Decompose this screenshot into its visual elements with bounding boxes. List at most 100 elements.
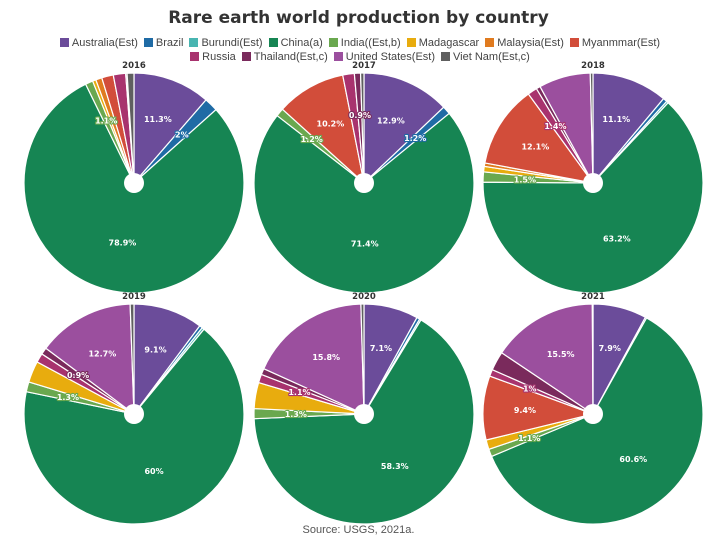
slice-label: 63.2% bbox=[603, 235, 631, 244]
legend-swatch bbox=[190, 52, 200, 61]
slice-label: 1.1% bbox=[518, 434, 540, 443]
source-note: Source: USGS, 2021a. bbox=[302, 524, 415, 536]
pie-chart-2016: 11.3%2% 78.9% 1.1% 2016 bbox=[23, 61, 245, 294]
legend-label: Viet Nam(Est,c) bbox=[453, 51, 530, 63]
pie-chart-2019: 9.1% 60% 1.3% 0.9% 12.7% 2019 bbox=[23, 292, 245, 525]
slice-label: 9.1% bbox=[144, 345, 166, 354]
legend: Australia(Est) Brazil Burundi(Est) China(a)… bbox=[40, 36, 680, 64]
slice-label: 15.8% bbox=[312, 353, 340, 362]
legend-item-viet-nam-est-c: Viet Nam(Est,c) bbox=[441, 50, 530, 64]
legend-label: Malaysia(Est) bbox=[497, 37, 564, 49]
slice-label: 71.4% bbox=[351, 239, 379, 248]
legend-label: Madagascar bbox=[418, 37, 480, 49]
legend-item-russia: Russia bbox=[190, 50, 236, 64]
slice-label: 9.4% bbox=[514, 406, 536, 415]
legend-label: Australia(Est) bbox=[71, 37, 138, 49]
slice-label: 12.1% bbox=[521, 143, 549, 152]
legend-swatch bbox=[59, 38, 69, 47]
pie-slice-china-a bbox=[23, 328, 245, 525]
slice-label: 12.7% bbox=[88, 350, 116, 359]
legend-item-china-a: China(a) bbox=[268, 36, 323, 50]
legend-item-myanmmar-est: Myanmmar(Est) bbox=[569, 36, 661, 50]
pie-center-hole bbox=[354, 404, 374, 424]
legend-item-madagascar: Madagascar bbox=[406, 36, 480, 50]
legend-item-brazil: Brazil bbox=[143, 36, 184, 50]
slice-label: 1.3% bbox=[57, 393, 79, 402]
slice-label: 10.2% bbox=[317, 120, 345, 129]
slice-label: 1.2% bbox=[301, 135, 323, 144]
pie-slice-australia-est bbox=[133, 72, 207, 185]
slice-label: 7.9% bbox=[599, 344, 621, 353]
legend-label: Russia bbox=[202, 51, 236, 63]
legend-swatch bbox=[143, 38, 153, 47]
pie-slice-viet-nam-est-c bbox=[591, 303, 594, 415]
slice-label: 1.1% bbox=[95, 117, 117, 126]
pie-year-label: 2021 bbox=[581, 292, 605, 302]
pie-chart-2018: 11.1% 63.2% 1.5% 12.1% 1.4% 2018 bbox=[482, 61, 704, 294]
legend-label: India((Est,b) bbox=[340, 37, 401, 49]
legend-label: Thailand(Est,c) bbox=[253, 51, 328, 63]
pie-center-hole bbox=[124, 173, 144, 193]
legend-label: Brazil bbox=[155, 37, 184, 49]
slice-label: 15.5% bbox=[547, 350, 575, 359]
legend-swatch bbox=[485, 38, 495, 47]
pie-slice-china-a bbox=[482, 101, 704, 294]
pie-slice-viet-nam-est-c bbox=[129, 303, 135, 415]
pie-chart-2017: 12.9% 1.2% 71.4% 1.2% 10.2% 0.9% 2017 bbox=[253, 61, 475, 294]
legend-label: China(a) bbox=[280, 37, 323, 49]
legend-label: United States(Est) bbox=[345, 51, 436, 63]
pie-year-label: 2018 bbox=[581, 61, 605, 71]
slice-label: 58.3% bbox=[381, 462, 409, 471]
legend-item-thailand-est-c: Thailand(Est,c) bbox=[241, 50, 328, 64]
pie-slice-myanmmar-est bbox=[484, 93, 595, 184]
pie-slice-united-states-est bbox=[500, 303, 594, 416]
slice-label: 78.9% bbox=[109, 238, 137, 247]
pie-year-label: 2020 bbox=[352, 292, 376, 302]
pie-center-hole bbox=[354, 173, 374, 193]
slice-label: 0.9% bbox=[349, 111, 371, 120]
pie-slice-australia-est bbox=[592, 72, 665, 185]
chart-title: Rare earth world production by country bbox=[168, 8, 549, 28]
slice-label: 7.1% bbox=[370, 344, 392, 353]
pie-center-hole bbox=[583, 173, 603, 193]
legend-item-malaysia-est: Malaysia(Est) bbox=[485, 36, 564, 50]
legend-swatch bbox=[328, 38, 338, 47]
slice-label: 12.9% bbox=[377, 116, 405, 125]
slice-label: 1.3% bbox=[285, 410, 307, 419]
slice-label: 2% bbox=[175, 130, 189, 139]
slice-label: 11.3% bbox=[144, 115, 172, 124]
pie-year-label: 2019 bbox=[122, 292, 146, 302]
pie-slice-united-states-est bbox=[262, 303, 365, 415]
legend-swatch bbox=[333, 52, 343, 61]
legend-item-united-states-est: United States(Est) bbox=[333, 50, 436, 64]
legend-swatch bbox=[441, 52, 451, 61]
pie-slice-myanmmar-est bbox=[281, 74, 365, 185]
legend-label: Burundi(Est) bbox=[201, 37, 263, 49]
slice-label: 1.4% bbox=[544, 122, 566, 131]
slice-label: 1.2% bbox=[404, 134, 426, 143]
legend-swatch bbox=[241, 52, 251, 61]
slice-label: 1.1% bbox=[288, 388, 310, 397]
legend-swatch bbox=[268, 38, 278, 47]
pie-slice-viet-nam-est-c bbox=[360, 303, 365, 415]
legend-label: Myanmmar(Est) bbox=[581, 37, 661, 49]
slice-label: 1.5% bbox=[514, 175, 536, 184]
legend-item-burundi-est: Burundi(Est) bbox=[189, 36, 263, 50]
slice-label: 11.1% bbox=[602, 115, 630, 124]
pie-slice-viet-nam-est-c bbox=[589, 72, 594, 184]
pie-chart-2020: 7.1% 58.3% 1.3% 1.1% 15.8% 2020 bbox=[253, 292, 475, 525]
pie-year-label: 2016 bbox=[122, 61, 146, 71]
legend-item-australia-est: Australia(Est) bbox=[59, 36, 138, 50]
legend-swatch bbox=[189, 38, 199, 47]
pie-slice-australia-est bbox=[133, 303, 201, 416]
slice-label: 0.9% bbox=[67, 371, 89, 380]
slice-label: 1% bbox=[523, 384, 537, 393]
pie-slice-united-states-est bbox=[44, 303, 135, 416]
pie-slice-china-a bbox=[253, 112, 475, 294]
pie-year-label: 2017 bbox=[352, 61, 376, 71]
legend-item-india-est-b: India((Est,b) bbox=[328, 36, 401, 50]
legend-swatch bbox=[406, 38, 416, 47]
slice-label: 60% bbox=[144, 467, 163, 476]
pie-slice-viet-nam-est-c bbox=[126, 72, 135, 184]
